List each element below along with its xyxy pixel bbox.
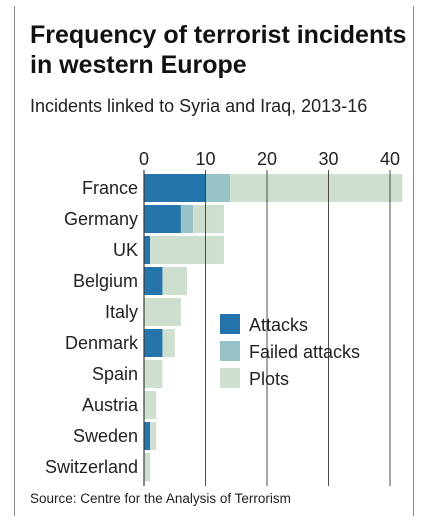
x-tick-label-0: 0: [139, 149, 149, 169]
category-label-germany: Germany: [64, 209, 138, 229]
gridlines: [143, 170, 391, 486]
category-label-switzerland: Switzerland: [45, 457, 138, 477]
bar-france-failed-attacks: [205, 174, 231, 202]
legend-label-plots: Plots: [249, 369, 289, 389]
legend-swatch-plots: [220, 368, 240, 388]
legend: Attacks Failed attacks Plots: [220, 314, 360, 389]
category-label-italy: Italy: [105, 302, 138, 322]
x-tick-label-10: 10: [195, 149, 215, 169]
bars: [144, 174, 403, 481]
legend-label-attacks: Attacks: [249, 315, 308, 335]
category-label-spain: Spain: [92, 364, 138, 384]
chart-frame: [14, 6, 414, 516]
bar-spain-plots: [144, 360, 163, 388]
x-tick-label-20: 20: [257, 149, 277, 169]
bar-uk-plots: [150, 236, 224, 264]
bar-sweden-attacks: [144, 422, 151, 450]
legend-swatch-attacks: [220, 314, 240, 334]
source-note: Source: Centre for the Analysis of Terro…: [30, 491, 291, 506]
bar-sweden-plots: [150, 422, 157, 450]
category-label-austria: Austria: [82, 395, 139, 415]
category-label-sweden: Sweden: [73, 426, 138, 446]
legend-swatch-failed-attacks: [220, 341, 240, 361]
bar-uk-attacks: [144, 236, 151, 264]
bar-switzerland-plots: [144, 453, 151, 481]
x-axis-ticks: 0 10 20 30 40: [139, 149, 400, 169]
category-label-uk: UK: [113, 240, 138, 260]
legend-label-failed-attacks: Failed attacks: [249, 342, 360, 362]
bar-italy-plots: [144, 298, 181, 326]
bar-denmark-attacks: [144, 329, 163, 357]
chart-title: Frequency of terrorist incidents in west…: [30, 21, 407, 79]
bar-france-plots: [230, 174, 403, 202]
bar-belgium-plots: [162, 267, 188, 295]
x-tick-label-30: 30: [318, 149, 338, 169]
category-label-france: France: [82, 178, 138, 198]
bar-germany-attacks: [144, 205, 181, 233]
bar-austria-plots: [144, 391, 157, 419]
bar-germany-plots: [193, 205, 224, 233]
bar-belgium-attacks: [144, 267, 163, 295]
x-tick-label-40: 40: [380, 149, 400, 169]
category-labels: France Germany UK Belgium Italy Denmark Spain A…: [45, 178, 139, 477]
bar-germany-failed-attacks: [180, 205, 194, 233]
chart-subtitle: Incidents linked to Syria and Iraq, 2013…: [30, 96, 368, 116]
category-label-belgium: Belgium: [73, 271, 138, 291]
category-label-denmark: Denmark: [65, 333, 139, 353]
bar-france-attacks: [144, 174, 206, 202]
bar-denmark-plots: [162, 329, 175, 357]
